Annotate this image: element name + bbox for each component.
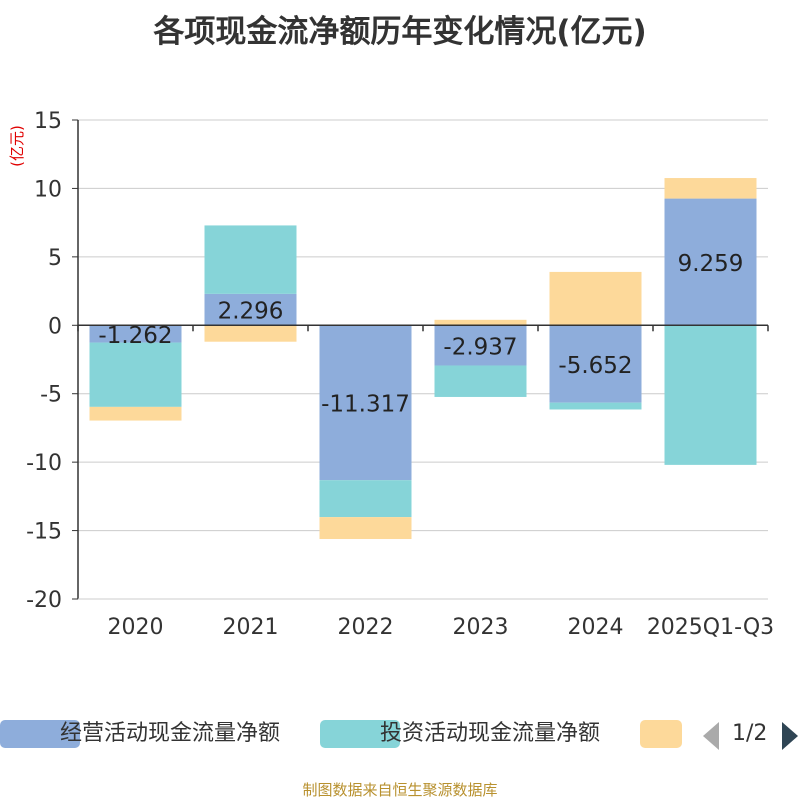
data-label-2023: -2.937 bbox=[443, 334, 517, 360]
data-label-2021: 2.296 bbox=[218, 299, 284, 325]
y-tick-label: -20 bbox=[26, 588, 62, 613]
bar-financing-2022 bbox=[319, 517, 412, 540]
bar-investing-2021 bbox=[204, 225, 297, 294]
y-tick-label: 5 bbox=[48, 246, 62, 271]
x-tick-label-2023: 2023 bbox=[453, 615, 509, 640]
bars bbox=[89, 178, 757, 540]
bar-operating-2024 bbox=[549, 325, 642, 403]
data-label-2025Q1-Q3: 9.259 bbox=[678, 251, 744, 277]
x-tick-label-2022: 2022 bbox=[338, 615, 394, 640]
axes: 15 10 5 0 -5 -10 -15 -20 2020 2021 2022 2023 2024 202… bbox=[8, 109, 774, 640]
bar-investing-2024 bbox=[549, 402, 642, 410]
legend-label-operating: 经营活动现金流量净额 bbox=[60, 721, 281, 746]
data-labels: -1.262 2.296 -11.317 -2.937 -5.652 9.259 bbox=[98, 251, 743, 418]
legend-pager-label: 1/2 bbox=[732, 721, 768, 746]
pager-next-icon[interactable] bbox=[782, 722, 798, 750]
bar-financing-2024 bbox=[549, 271, 642, 326]
legend-swatch-operating bbox=[0, 720, 80, 748]
bar-investing-2020 bbox=[89, 342, 182, 407]
bar-investing-2022 bbox=[319, 480, 412, 518]
bar-investing-2023 bbox=[434, 365, 527, 397]
bar-financing-2025Q1-Q3 bbox=[664, 178, 757, 199]
y-axis-unit-label: (亿元) bbox=[8, 125, 26, 167]
data-label-2022: -11.317 bbox=[321, 392, 410, 418]
x-tick-label-2024: 2024 bbox=[568, 615, 624, 640]
pager-prev-icon[interactable] bbox=[703, 722, 719, 750]
x-tick-label-2021: 2021 bbox=[223, 615, 279, 640]
y-tick-label: -10 bbox=[26, 451, 62, 476]
bar-operating-2020 bbox=[89, 325, 182, 343]
y-tick-label: 15 bbox=[34, 109, 62, 134]
bar-investing-2025Q1-Q3 bbox=[664, 325, 757, 465]
y-tick-label: 10 bbox=[34, 177, 62, 202]
source-note: 制图数据来自恒生聚源数据库 bbox=[302, 781, 498, 799]
bar-financing-2023 bbox=[434, 319, 527, 326]
bar-operating-2022 bbox=[319, 325, 412, 481]
bar-financing-2020 bbox=[89, 406, 182, 421]
x-tick-label-2025Q1-Q3: 2025Q1-Q3 bbox=[647, 615, 774, 640]
bar-operating-2021 bbox=[204, 293, 297, 326]
x-tick-label-2020: 2020 bbox=[108, 615, 164, 640]
y-tick-label: -15 bbox=[26, 520, 62, 545]
chart-title: 各项现金流净额历年变化情况(亿元) bbox=[153, 14, 647, 50]
data-label-2020: -1.262 bbox=[98, 323, 172, 349]
legend-pager bbox=[703, 722, 798, 750]
bar-financing-2021 bbox=[204, 325, 297, 342]
bar-operating-2025Q1-Q3 bbox=[664, 198, 757, 326]
data-label-2024: -5.652 bbox=[558, 353, 632, 379]
bar-operating-2023 bbox=[434, 325, 527, 366]
legend-label-investing: 投资活动现金流量净额 bbox=[380, 721, 601, 746]
legend-swatch-investing bbox=[320, 720, 400, 748]
y-tick-label: 0 bbox=[48, 314, 62, 339]
y-tick-label: -5 bbox=[40, 383, 62, 408]
legend-swatch-financing bbox=[640, 720, 682, 748]
